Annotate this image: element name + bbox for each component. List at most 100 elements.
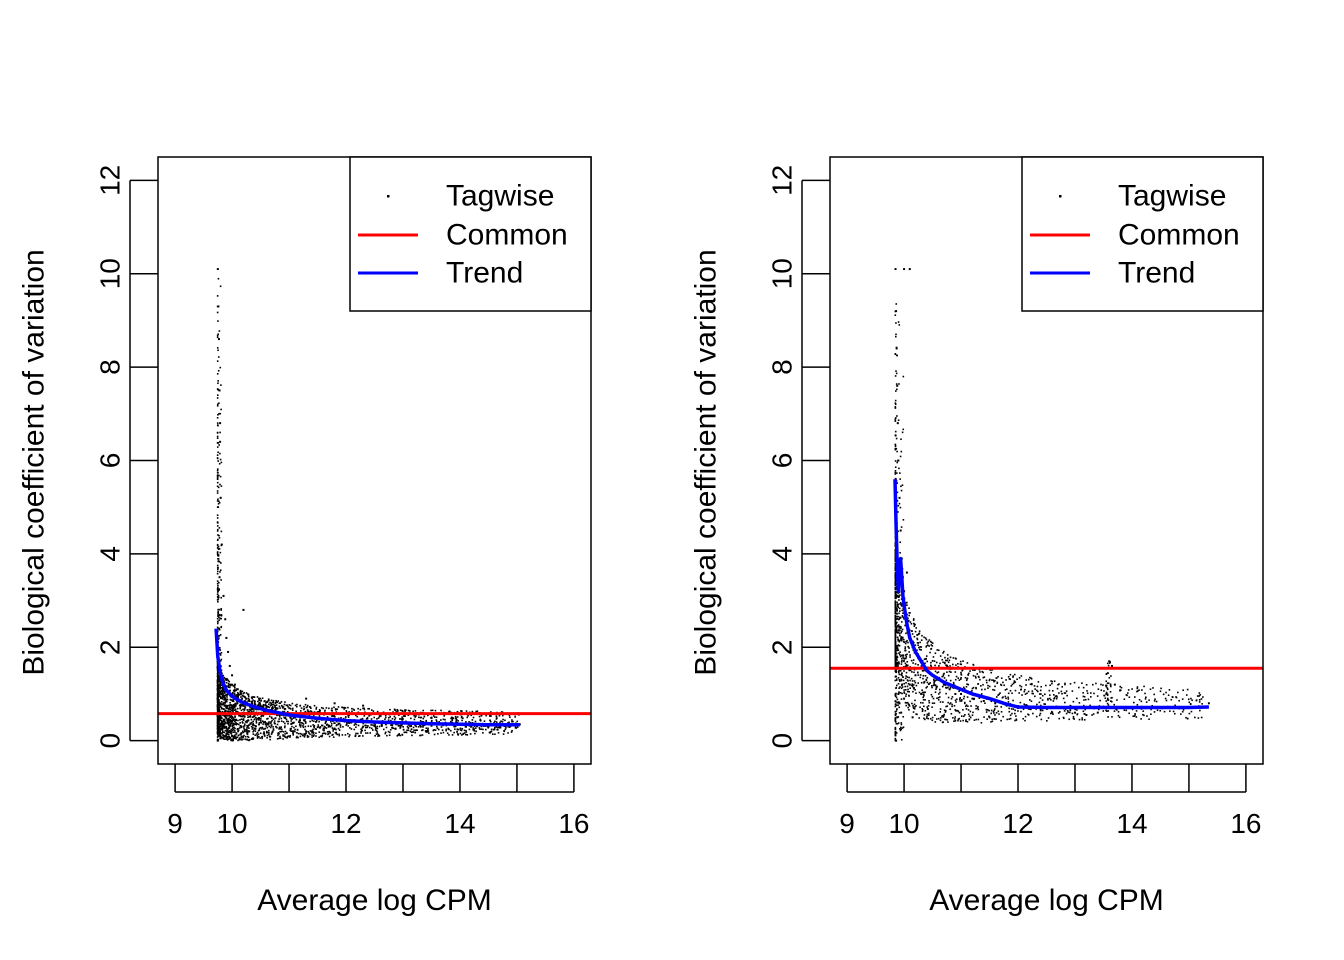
tagwise-point (227, 686, 230, 689)
tagwise-point (216, 687, 219, 690)
tagwise-point (220, 692, 222, 695)
tagwise-point (894, 448, 897, 451)
tagwise-point (418, 716, 420, 719)
tagwise-point (217, 722, 220, 725)
tagwise-point (217, 676, 220, 678)
tagwise-point (231, 674, 234, 677)
tagwise-point (216, 681, 219, 684)
tagwise-point (438, 728, 440, 731)
tagwise-point (315, 719, 318, 722)
tagwise-point (300, 724, 302, 726)
tagwise-point (217, 621, 219, 623)
tagwise-point (244, 707, 246, 710)
tagwise-point (217, 560, 220, 563)
tagwise-point (216, 457, 219, 460)
tagwise-point (296, 703, 298, 706)
tagwise-point (292, 730, 294, 732)
tagwise-point (400, 724, 403, 727)
tagwise-point (219, 475, 222, 478)
tagwise-point (216, 530, 219, 532)
tagwise-point (896, 422, 899, 425)
tagwise-point (315, 708, 318, 710)
tagwise-point (985, 681, 988, 684)
legend-label: Common (446, 219, 568, 252)
tagwise-point (1056, 687, 1059, 690)
tagwise-point (256, 731, 259, 734)
tagwise-point (920, 646, 923, 648)
tagwise-point (945, 692, 947, 695)
tagwise-point (1027, 678, 1030, 681)
tagwise-point (921, 693, 923, 696)
tagwise-point (1125, 694, 1128, 696)
tagwise-point (413, 718, 416, 721)
tagwise-point (330, 721, 332, 723)
tagwise-points (216, 268, 521, 742)
tagwise-point (246, 726, 249, 728)
tagwise-point (933, 702, 936, 705)
tagwise-point (262, 723, 264, 725)
tagwise-point (988, 716, 991, 719)
tagwise-point (945, 659, 947, 662)
tagwise-point (216, 437, 219, 440)
tagwise-point (220, 736, 223, 739)
y-tick-label: 6 (767, 453, 798, 469)
tagwise-point (247, 699, 250, 702)
tagwise-point (232, 731, 234, 733)
tagwise-point (461, 727, 464, 730)
tagwise-point (299, 704, 302, 707)
tagwise-point (896, 636, 899, 639)
tagwise-point (242, 736, 244, 739)
tagwise-point (240, 732, 242, 735)
tagwise-point (1069, 709, 1072, 711)
tagwise-point (236, 695, 238, 698)
tagwise-point (954, 699, 957, 702)
tagwise-point (239, 705, 242, 708)
tagwise-point (301, 734, 304, 737)
tagwise-point (396, 708, 399, 711)
tagwise-point (1090, 696, 1092, 698)
tagwise-point (322, 729, 324, 731)
tagwise-point (894, 578, 897, 581)
tagwise-point (908, 669, 911, 672)
tagwise-point (896, 482, 899, 484)
tagwise-point (218, 718, 221, 721)
tagwise-point (303, 735, 306, 737)
tagwise-point (902, 428, 905, 431)
tagwise-point (952, 681, 955, 684)
tagwise-point (1000, 677, 1003, 680)
tagwise-point (229, 718, 232, 721)
tagwise-point (912, 690, 914, 693)
tagwise-point (1198, 701, 1201, 703)
tagwise-point (251, 726, 254, 729)
tagwise-point (1148, 699, 1150, 702)
tagwise-point (913, 680, 916, 682)
tagwise-point (894, 653, 897, 656)
tagwise-point (274, 717, 277, 720)
tagwise-point (442, 718, 445, 721)
tagwise-point (900, 679, 903, 682)
tagwise-point (901, 657, 903, 660)
tagwise-point (216, 593, 219, 596)
tagwise-point (1113, 683, 1116, 686)
tagwise-point (245, 720, 248, 722)
tagwise-point (389, 716, 391, 718)
tagwise-point (230, 717, 233, 719)
tagwise-point (1110, 675, 1112, 677)
tagwise-point (895, 704, 898, 707)
tagwise-point (401, 718, 403, 721)
tagwise-point (232, 738, 235, 741)
tagwise-point (244, 735, 247, 738)
tagwise-point (904, 701, 907, 704)
tagwise-point (1187, 698, 1190, 701)
tagwise-point (1000, 719, 1002, 722)
tagwise-point (968, 718, 971, 721)
tagwise-point (245, 730, 248, 733)
tagwise-point (1063, 692, 1066, 694)
tagwise-point (947, 686, 949, 689)
tagwise-point (1062, 697, 1065, 700)
tagwise-point (898, 640, 901, 643)
tagwise-point (1024, 715, 1027, 718)
tagwise-point (984, 688, 986, 691)
tagwise-point (931, 642, 934, 644)
tagwise-point (219, 551, 222, 554)
